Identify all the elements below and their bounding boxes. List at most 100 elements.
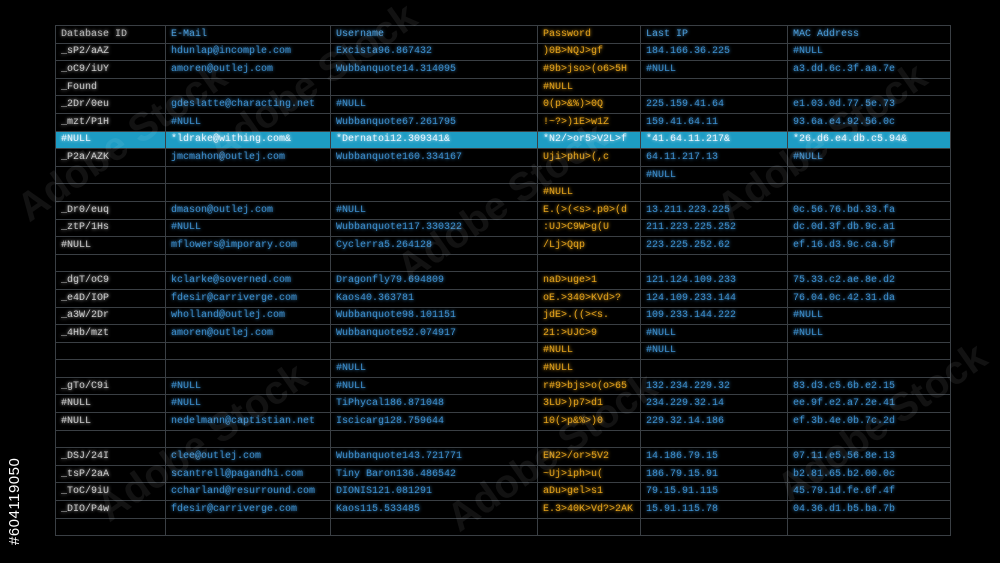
cell-password: naD>uge>1 [537, 271, 641, 290]
cell-database-id: #NULL [55, 394, 166, 414]
cell-mac-address: 07.11.e5.56.8e.13 [787, 447, 951, 466]
cell-database-id [55, 359, 166, 378]
cell-last-ip: 13.211.223.225 [640, 200, 788, 220]
cell-mac-address: ef.16.d3.9c.ca.5f [787, 236, 951, 255]
column-header-mac-address[interactable]: MAC Address [787, 25, 951, 44]
cell-email: #NULL [165, 112, 331, 132]
cell-last-ip [640, 429, 788, 449]
cell-password: *N2/>or5>V2L>f [537, 130, 641, 150]
cell-username: Wubbanquote160.334167 [330, 148, 538, 167]
cell-password: !~?>)1E>w1Z [537, 112, 641, 132]
column-header-email[interactable]: E-Mail [165, 25, 331, 44]
table-row[interactable]: _tsP/2aA scantrell@pagandhi.com Tiny Baron… [55, 464, 951, 484]
cell-username [330, 517, 538, 537]
cell-email [165, 341, 331, 361]
cell-mac-address: a3.dd.6c.3f.aa.7e [787, 60, 951, 79]
table-row[interactable]: #NULL #NULL TiPhycal186.871048 3LU>)p7>d1 23… [55, 394, 951, 414]
table-row[interactable]: _dgT/oC9 kclarke@soverned.com Dragonfly79.… [55, 271, 951, 290]
table-row[interactable]: _a3W/2Dr wholland@outlej.com Wubbanquote98… [55, 306, 951, 326]
table-row[interactable]: _mzt/P1H #NULL Wubbanquote67.261795 !~?>)1E… [55, 112, 951, 132]
table-row-selected[interactable]: #NULL *ldrake@withing.com& *Dernatoi12.309… [55, 130, 951, 150]
table-row[interactable]: _ztP/1Hs #NULL Wubbanquote117.330322:UJ>C9… [55, 218, 951, 238]
cell-last-ip [640, 359, 788, 378]
cell-email: mflowers@imporary.com [165, 236, 331, 255]
cell-email: fdesir@carriverge.com [165, 500, 331, 519]
cell-last-ip: #NULL [640, 341, 788, 361]
cell-username [330, 341, 538, 361]
cell-last-ip [640, 183, 788, 202]
cell-email: fdesir@carriverge.com [165, 288, 331, 308]
cell-email: *ldrake@withing.com& [165, 130, 331, 150]
cell-last-ip: 14.186.79.15 [640, 447, 788, 466]
table-row[interactable]: _Found #NULL [55, 77, 951, 97]
table-row[interactable] [55, 429, 951, 449]
cell-password: #NULL [537, 77, 641, 97]
cell-database-id: _ztP/1Hs [55, 218, 166, 238]
table-row[interactable]: #NULL mflowers@imporary.com Cyclerra5.2641… [55, 236, 951, 255]
cell-database-id [55, 429, 166, 449]
cell-email: amoren@outlej.com [165, 324, 331, 343]
table-row[interactable]: _DIO/P4w fdesir@carriverge.com Kaos115.533… [55, 500, 951, 519]
cell-mac-address: ee.9f.e2.a7.2e.41 [787, 394, 951, 414]
column-header-username[interactable]: Username [330, 25, 538, 44]
cell-last-ip: #NULL [640, 60, 788, 79]
table-row[interactable]: _Dr0/euq dmason@outlej.com #NULL E.(>(<s>.p… [55, 200, 951, 220]
cell-password: #NULL [537, 341, 641, 361]
cell-username: Cyclerra5.264128 [330, 236, 538, 255]
cell-username: *Dernatoi12.309341& [330, 130, 538, 150]
column-header-password[interactable]: Password [537, 25, 641, 44]
cell-email [165, 183, 331, 202]
cell-password: oE.>340>KVd>? [537, 288, 641, 308]
cell-database-id: _2Dr/0eu [55, 95, 166, 114]
table-row[interactable]: _e4D/IOP fdesir@carriverge.com Kaos40.3637… [55, 288, 951, 308]
cell-password: E.(>(<s>.p0>(d [537, 200, 641, 220]
table-row[interactable]: _2Dr/0eu gdeslatte@characting.net #NULL 0(p… [55, 95, 951, 114]
cell-last-ip: 121.124.109.233 [640, 271, 788, 290]
cell-database-id: #NULL [55, 412, 166, 431]
table-row[interactable]: _sP2/aAZ hdunlap@incomple.com Excista96.86… [55, 42, 951, 62]
cell-last-ip: *41.64.11.217& [640, 130, 788, 150]
cell-database-id [55, 165, 166, 185]
cell-password: jdE>.((><s. [537, 306, 641, 326]
table-row[interactable]: #NULL [55, 183, 951, 202]
cell-database-id: #NULL [55, 236, 166, 255]
table-row[interactable]: #NULL #NULL [55, 341, 951, 361]
cell-mac-address: #NULL [787, 42, 951, 62]
cell-email [165, 253, 331, 273]
cell-last-ip: 234.229.32.14 [640, 394, 788, 414]
cell-last-ip: 211.223.225.252 [640, 218, 788, 238]
cell-mac-address: #NULL [787, 324, 951, 343]
cell-email: gdeslatte@characting.net [165, 95, 331, 114]
cell-mac-address [787, 517, 951, 537]
cell-username: Iscicarg128.759644 [330, 412, 538, 431]
table-row[interactable]: _P2a/AZK jmcmahon@outlej.com Wubbanquote16… [55, 148, 951, 167]
cell-last-ip: 186.79.15.91 [640, 464, 788, 484]
cell-last-ip: #NULL [640, 165, 788, 185]
column-header-database-id[interactable]: Database ID [55, 25, 166, 44]
cell-username: Wubbanquote98.101151 [330, 306, 538, 326]
table-row[interactable]: _ToC/9iU ccharland@resurround.com DIONIS12… [55, 482, 951, 502]
cell-username: Wubbanquote14.314095 [330, 60, 538, 79]
cell-last-ip [640, 77, 788, 97]
cell-mac-address [787, 341, 951, 361]
cell-database-id: _mzt/P1H [55, 112, 166, 132]
table-row[interactable] [55, 517, 951, 537]
column-header-last-ip[interactable]: Last IP [640, 25, 788, 44]
cell-mac-address: *26.d6.e4.db.c5.94& [787, 130, 951, 150]
cell-database-id: _Found [55, 77, 166, 97]
cell-password: #NULL [537, 183, 641, 202]
table-row[interactable] [55, 253, 951, 273]
table-row[interactable]: _DSJ/24I clee@outlej.com Wubbanquote143.72… [55, 447, 951, 466]
cell-username: Kaos115.533485 [330, 500, 538, 519]
table-row[interactable]: #NULL [55, 165, 951, 185]
table-row[interactable]: _oC9/iUY amoren@outlej.com Wubbanquote14.3… [55, 60, 951, 79]
cell-username: #NULL [330, 376, 538, 396]
table-row[interactable]: _gTo/C9i #NULL #NULL r#9>bjs>o(o>65 132.234.… [55, 376, 951, 396]
cell-mac-address [787, 165, 951, 185]
table-row[interactable]: #NULL #NULL [55, 359, 951, 378]
cell-email [165, 517, 331, 537]
cell-last-ip: 229.32.14.186 [640, 412, 788, 431]
table-row[interactable]: #NULL nedelmann@captistian.net Iscicarg128… [55, 412, 951, 431]
table-row[interactable]: _4Hb/mzt amoren@outlej.com Wubbanquote52.0… [55, 324, 951, 343]
cell-email: jmcmahon@outlej.com [165, 148, 331, 167]
